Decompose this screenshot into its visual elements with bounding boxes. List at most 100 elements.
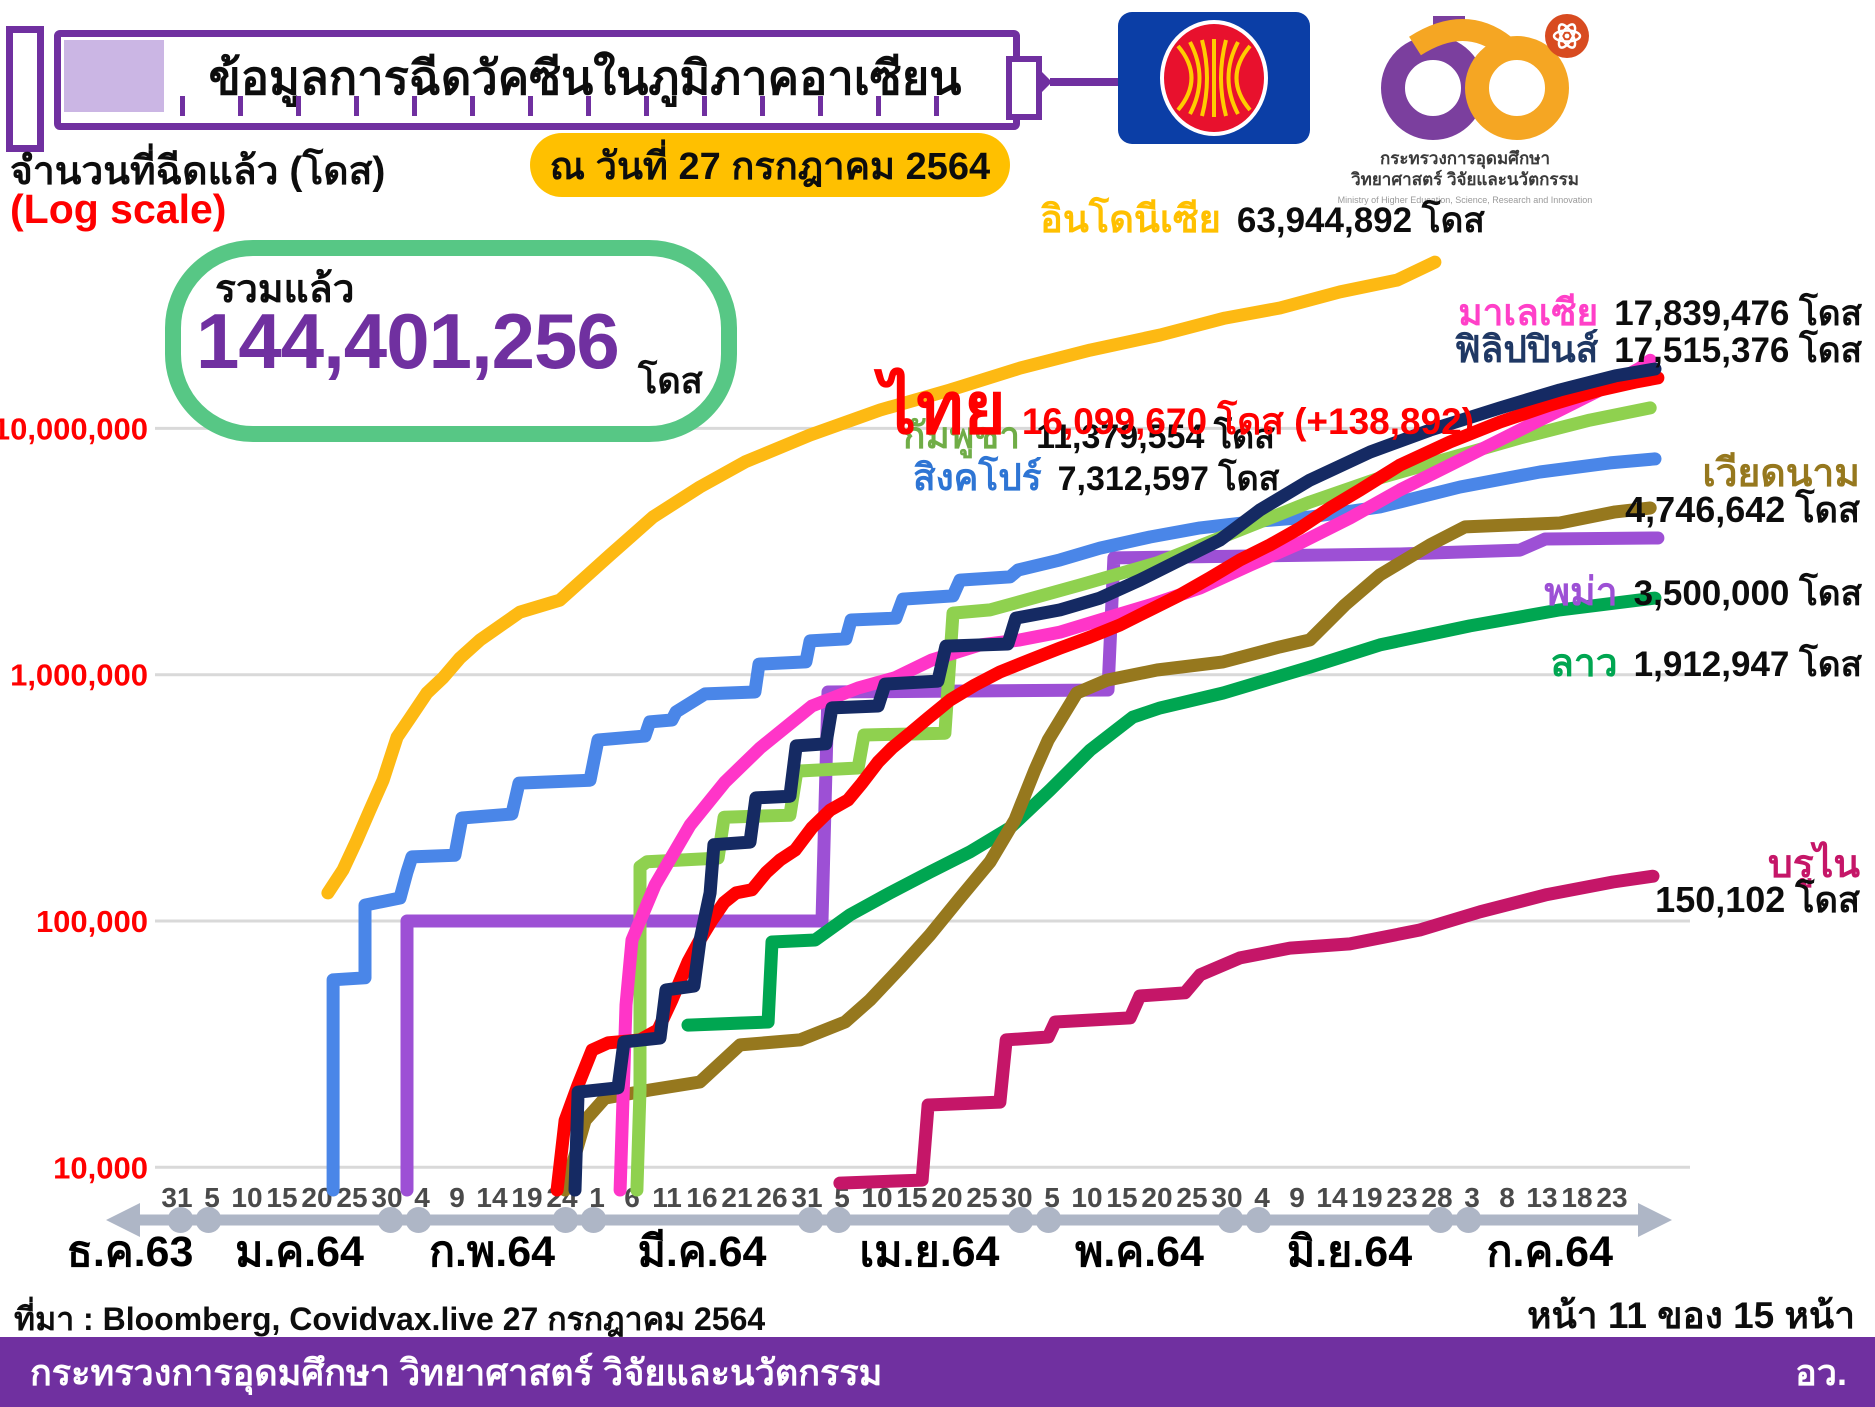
series-line-cambodia xyxy=(630,401,1657,1197)
series-line-vietnam xyxy=(558,501,1657,1197)
syringe-tick xyxy=(818,96,823,116)
series-value-brunei: 150,102 โดส xyxy=(1655,879,1860,920)
x-month-label: พ.ค.64 xyxy=(1075,1228,1204,1276)
x-day-label: 25 xyxy=(1176,1182,1207,1213)
syringe-tick xyxy=(644,96,649,116)
series-label-philippines: ฟิลิปปินส์ 17,515,376 โดส xyxy=(1454,329,1862,370)
month-separator-icon xyxy=(405,1207,432,1233)
x-month-label: เม.ย.64 xyxy=(860,1228,1000,1276)
x-day-label: 8 xyxy=(1499,1182,1515,1213)
x-day-label: 19 xyxy=(1351,1182,1382,1213)
series-line-singapore xyxy=(326,452,1662,1197)
series-label-thailand: ไทย 16,099,670 โดส (+138,892) xyxy=(880,369,1475,449)
x-day-label: 14 xyxy=(1316,1182,1348,1213)
x-day-label: 4 xyxy=(414,1182,430,1213)
month-separator-icon xyxy=(797,1207,824,1233)
log-scale-caption: (Log scale) xyxy=(10,186,227,232)
syringe-tick xyxy=(528,96,533,116)
x-day-label: 10 xyxy=(1071,1182,1102,1213)
series-line-indonesia xyxy=(321,255,1442,900)
syringe-plunger-icon xyxy=(6,26,44,152)
month-separator-icon xyxy=(377,1207,404,1233)
month-separator-icon xyxy=(195,1207,222,1233)
series-value-vietnam: 4,746,642 โดส xyxy=(1625,489,1860,530)
syringe-tick xyxy=(702,96,707,116)
x-month-label: ก.พ.64 xyxy=(429,1228,555,1276)
footer-abbrev: อว. xyxy=(1795,1351,1847,1393)
source-text: ที่มา : Bloomberg, Covidvax.live 27 กรกฎ… xyxy=(14,1301,766,1337)
month-separator-icon xyxy=(167,1207,194,1233)
total-unit: โดส xyxy=(638,360,703,401)
date-badge: ณ วันที่ 27 กรกฎาคม 2564 xyxy=(530,133,1010,197)
month-separator-icon xyxy=(1455,1207,1482,1233)
x-day-label: 5 xyxy=(204,1182,220,1213)
x-month-label: มิ.ย.64 xyxy=(1287,1228,1412,1276)
page-indicator: หน้า 11 ของ 15 หน้า xyxy=(1527,1295,1855,1336)
syringe-tick xyxy=(586,96,591,116)
syringe-needle-line xyxy=(1050,78,1118,86)
x-month-label: มี.ค.64 xyxy=(638,1228,767,1276)
x-day-label: 15 xyxy=(1106,1182,1137,1213)
y-tick-label: 100,000 xyxy=(36,904,148,939)
syringe-barrel xyxy=(54,30,1020,130)
syringe-tick xyxy=(354,96,359,116)
month-separator-icon xyxy=(580,1207,607,1233)
y-axis-caption: จำนวนที่ฉีดแล้ว (โดส) xyxy=(10,150,386,193)
x-month-label: ธ.ค.63 xyxy=(67,1228,194,1276)
series-label-myanmar: พม่า 3,500,000 โดส xyxy=(1544,571,1862,614)
syringe-tick xyxy=(296,96,301,116)
x-day-label: 16 xyxy=(686,1182,717,1213)
series-label-brunei: บรูไน xyxy=(1768,843,1860,886)
syringe-tick xyxy=(238,96,243,116)
x-day-label: 23 xyxy=(1386,1182,1417,1213)
x-day-label: 20 xyxy=(931,1182,962,1213)
x-axis-arrow-right xyxy=(1638,1203,1672,1237)
series-line-brunei xyxy=(833,869,1660,1190)
x-day-label: 19 xyxy=(511,1182,542,1213)
x-day-label: 25 xyxy=(966,1182,997,1213)
month-separator-icon xyxy=(552,1207,579,1233)
x-axis-arrow-left xyxy=(106,1203,140,1237)
total-caption: รวมแล้ว xyxy=(215,268,355,311)
page-title: ข้อมูลการฉีดวัคซีนในภูมิภาคอาเซียน xyxy=(208,51,962,104)
series-line-thailand xyxy=(550,371,1665,1197)
syringe-tick xyxy=(934,96,939,116)
series-label-cambodia: กัมพูชา 11,379,554 โดส xyxy=(903,415,1275,456)
syringe-needle-icon xyxy=(1036,66,1052,98)
month-separator-icon xyxy=(1427,1207,1454,1233)
x-day-label: 1 xyxy=(589,1182,605,1213)
y-tick-label: 10,000,000 xyxy=(0,411,148,446)
x-day-label: 26 xyxy=(756,1182,787,1213)
syringe-tick xyxy=(180,96,185,116)
x-day-label: 15 xyxy=(266,1182,297,1213)
series-line-laos xyxy=(681,591,1662,1032)
mhesi-caption: กระทรวงการอุดมศึกษา วิทยาศาสตร์ วิจัยและ… xyxy=(1337,149,1593,205)
month-separator-icon xyxy=(1007,1207,1034,1233)
x-day-label: 5 xyxy=(834,1182,850,1213)
y-tick-label: 1,000,000 xyxy=(10,658,148,693)
x-day-label: 20 xyxy=(1141,1182,1172,1213)
asean-paddy-icon xyxy=(1176,39,1252,117)
x-day-label: 3 xyxy=(1464,1182,1480,1213)
x-day-label: 21 xyxy=(721,1182,752,1213)
syringe-tick xyxy=(470,96,475,116)
syringe-tick xyxy=(760,96,765,116)
mhesi-logo xyxy=(1381,14,1589,140)
x-day-label: 13 xyxy=(1526,1182,1557,1213)
footer-ministry: กระทรวงการอุดมศึกษา วิทยาศาสตร์ วิจัยและ… xyxy=(30,1351,883,1393)
syringe-tick xyxy=(876,96,881,116)
x-day-label: 5 xyxy=(1044,1182,1060,1213)
total-value: 144,401,256 xyxy=(196,297,620,385)
series-line-malaysia xyxy=(613,353,1657,1197)
y-tick-label: 10,000 xyxy=(53,1150,148,1185)
syringe-fill xyxy=(64,40,164,112)
x-day-label: 4 xyxy=(1254,1182,1270,1213)
x-day-label: 9 xyxy=(1289,1182,1305,1213)
series-line-philippines xyxy=(568,362,1662,1197)
x-month-label: ก.ค.64 xyxy=(1486,1228,1613,1276)
x-day-label: 9 xyxy=(449,1182,465,1213)
series-label-vietnam: เวียดนาม xyxy=(1702,452,1860,495)
x-day-label: 11 xyxy=(652,1182,682,1213)
